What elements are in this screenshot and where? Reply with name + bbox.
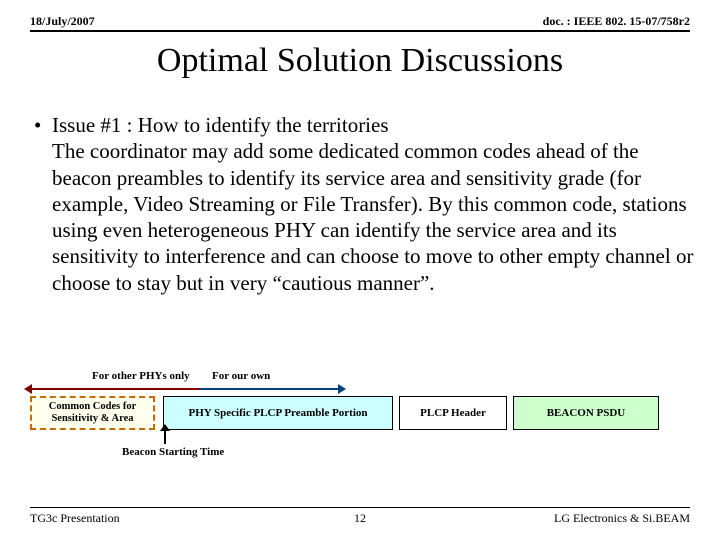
header-date: 18/July/2007 xyxy=(30,14,95,29)
footer-page: 12 xyxy=(30,511,690,526)
label-our-own: For our own xyxy=(212,370,270,382)
block-common-codes: Common Codes for Sensitivity & Area xyxy=(30,396,155,430)
issue-paragraph: The coordinator may add some dedicated c… xyxy=(52,139,693,294)
arrow-left-icon xyxy=(30,388,200,390)
arrow-right-icon xyxy=(200,388,340,390)
beacon-diagram: For other PHYs only For our own Common C… xyxy=(30,370,690,460)
block-plcp-header: PLCP Header xyxy=(399,396,507,430)
header-doc: doc. : IEEE 802. 15-07/758r2 xyxy=(543,14,690,29)
block-row: Common Codes for Sensitivity & Area PHY … xyxy=(30,396,690,430)
issue-heading: Issue #1 : How to identify the territori… xyxy=(52,113,389,137)
header-rule xyxy=(30,30,690,32)
page-title: Optimal Solution Discussions xyxy=(0,42,720,80)
footer-rule xyxy=(30,507,690,509)
bullet-icon: • xyxy=(34,112,52,296)
arrow-up-icon xyxy=(164,430,166,444)
label-other-phys: For other PHYs only xyxy=(92,370,190,382)
block-beacon-psdu: BEACON PSDU xyxy=(513,396,659,430)
block-plcp-preamble: PHY Specific PLCP Preamble Portion xyxy=(163,396,393,430)
body-text: • Issue #1 : How to identify the territo… xyxy=(34,112,696,296)
beacon-start-label: Beacon Starting Time xyxy=(122,446,224,458)
